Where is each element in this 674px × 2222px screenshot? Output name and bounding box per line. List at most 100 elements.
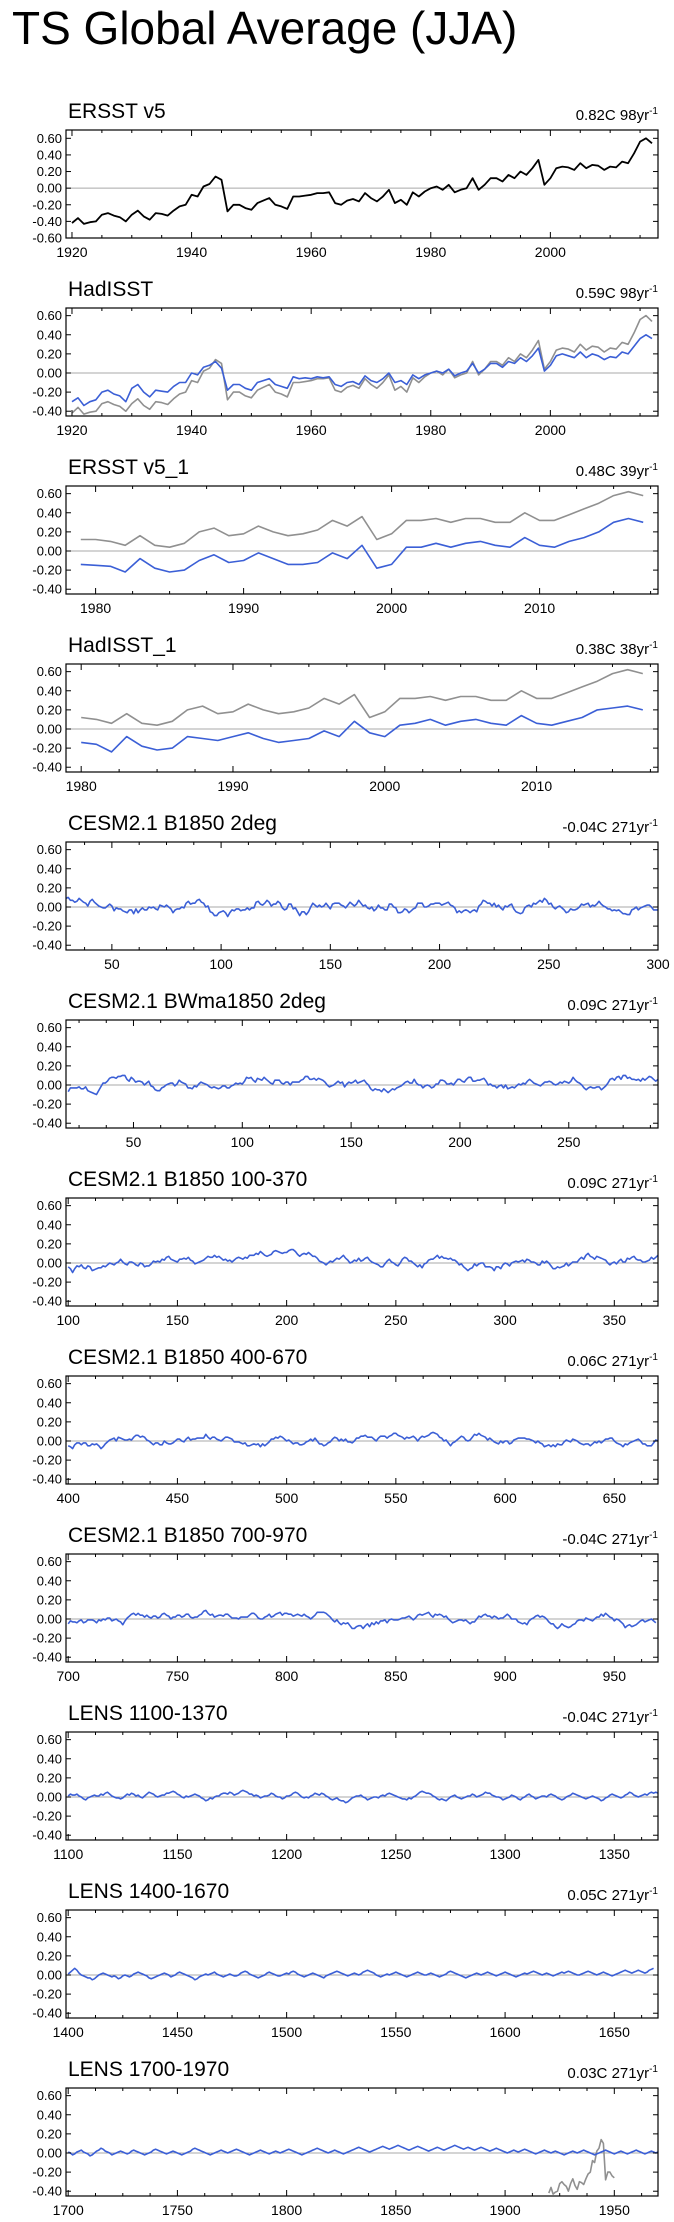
trend-value: 0.05C [567,1887,611,1904]
x-tick-label: 1300 [490,1846,521,1862]
panel-hadisst: HadISST 0.59C 98yr-1 0.60 0.40 0.20 0.00 -0.20… [32,278,659,438]
y-tick-label: -0.20 [32,919,62,934]
x-tick-label: 1100 [53,1846,83,1862]
panels: ERSST v5 0.82C 98yr-10.600.400.200.00-0.2… [32,100,670,2218]
plot-frame [65,2087,659,2197]
panel-title: HadISST [68,278,153,301]
x-tick-label: 350 [603,1312,627,1328]
y-tick-label: 0.60 [37,1732,62,1747]
trend-value: 0.03C [567,2065,611,2082]
y-tick-label: 0.20 [37,1236,62,1251]
plot-frame [65,1731,659,1841]
x-tick-label: 200 [448,1134,472,1150]
y-tick-label: 0.00 [37,181,62,196]
trend-value: 0.59C [576,285,620,302]
x-tick-label: 1900 [490,2202,521,2218]
x-tick-label: 1980 [80,600,111,616]
x-tick-label: 850 [384,1668,408,1684]
trend-span: 271yr [612,997,650,1014]
trend-value: -0.04C [562,1531,611,1548]
series-line-hadisst-1 [71,333,653,407]
x-tick-label: 250 [384,1312,408,1328]
x-tick-label: 50 [104,956,120,972]
panel-title: CESM2.1 BWma1850 2deg [68,990,326,1013]
series-line-cesm2-1-b1850-700-970-0 [67,1609,657,1630]
y-tick-label: -0.40 [32,2006,62,2021]
y-tick-label: 0.20 [37,1058,62,1073]
panel-title: ERSST v5_1 [68,456,189,479]
trend-exponent: -1 [649,2064,658,2075]
y-tick-label: -0.20 [32,1453,62,1468]
x-tick-label: 1940 [176,422,207,438]
plot-frame [65,1197,659,1307]
trend-exponent: -1 [649,462,658,473]
y-tick-label: 0.40 [37,2107,62,2122]
y-tick-label: 0.00 [37,543,62,558]
y-tick-label: -0.40 [32,1116,62,1131]
y-tick-label: -0.40 [32,404,62,419]
y-tick-label: 0.60 [37,664,62,679]
trend-span: 98yr [620,285,649,302]
trend-exponent: -1 [649,1174,658,1185]
trend-span: 38yr [620,641,649,658]
trend-exponent: -1 [649,106,658,117]
y-tick-label: 0.60 [37,1910,62,1925]
y-tick-label: 0.20 [37,524,62,539]
trend-label: 0.06C 271yr-1 [567,1352,658,1370]
trend-label: 0.48C 39yr-1 [576,462,659,480]
plot-frame [65,663,659,773]
panel-lens-1400-1670: LENS 1400-1670 0.05C 271yr-1 0.60 0.40 0.20 0… [32,1880,659,2040]
x-tick-label: 200 [428,956,452,972]
series-line-lens-1700-1970-1 [67,2144,659,2157]
y-tick-label: -0.20 [32,1987,62,2002]
trend-value: 0.06C [567,1353,611,1370]
x-tick-label: 1400 [53,2024,84,2040]
panel-cesm2-1-bwma1850-2deg: CESM2.1 BWma1850 2deg 0.09C 271yr-1 0.60 0.… [32,990,659,1150]
x-tick-label: 1960 [296,422,327,438]
x-tick-label: 100 [57,1312,81,1328]
x-tick-label: 550 [384,1490,408,1506]
y-tick-label: -0.40 [32,1828,62,1843]
y-tick-label: 0.40 [37,1395,62,1410]
x-tick-label: 200 [275,1312,299,1328]
x-tick-label: 950 [603,1668,627,1684]
trend-value: -0.04C [562,819,611,836]
y-tick-label: 0.40 [37,861,62,876]
plot-frame [65,129,659,239]
y-tick-label: 0.60 [37,2088,62,2103]
y-tick-label: 0.00 [37,2145,62,2160]
y-tick-label: 0.60 [37,1198,62,1213]
trend-exponent: -1 [649,284,658,295]
y-tick-label: 0.00 [37,1077,62,1092]
x-tick-label: 1250 [380,1846,411,1862]
y-tick-label: 0.40 [37,683,62,698]
y-tick-label: -0.20 [32,741,62,756]
y-tick-label: 0.40 [37,1573,62,1588]
x-tick-label: 650 [603,1490,627,1506]
trend-label: -0.04C 271yr-1 [562,818,658,836]
trend-label: 0.05C 271yr-1 [567,1886,658,1904]
y-tick-label: -0.20 [32,1809,62,1824]
trend-exponent: -1 [649,1352,658,1363]
x-tick-label: 1980 [415,422,446,438]
y-tick-label: 0.60 [37,1020,62,1035]
panel-ersst-v5: ERSST v5 0.82C 98yr-1 0.600.40 0.20 0.00-0.2… [32,100,659,260]
x-tick-label: 1990 [217,778,248,794]
x-tick-label: 1920 [56,422,87,438]
y-tick-label: 0.20 [37,2126,62,2141]
x-tick-label: 450 [166,1490,190,1506]
y-tick-label: -0.20 [32,385,62,400]
x-tick-label: 500 [275,1490,299,1506]
y-tick-label: 0.40 [37,1929,62,1944]
plot-frame [65,1553,659,1663]
series-line-cesm2-1-b1850-2deg-0 [65,896,658,918]
x-tick-label: 1700 [53,2202,84,2218]
trend-span: 271yr [612,1175,650,1192]
trend-span: 271yr [612,2065,650,2082]
x-tick-label: 1990 [228,600,259,616]
trend-exponent: -1 [649,996,658,1007]
y-tick-label: 0.60 [37,486,62,501]
x-tick-label: 250 [557,1134,581,1150]
series-line-ersst-v5-1-1 [80,517,644,573]
